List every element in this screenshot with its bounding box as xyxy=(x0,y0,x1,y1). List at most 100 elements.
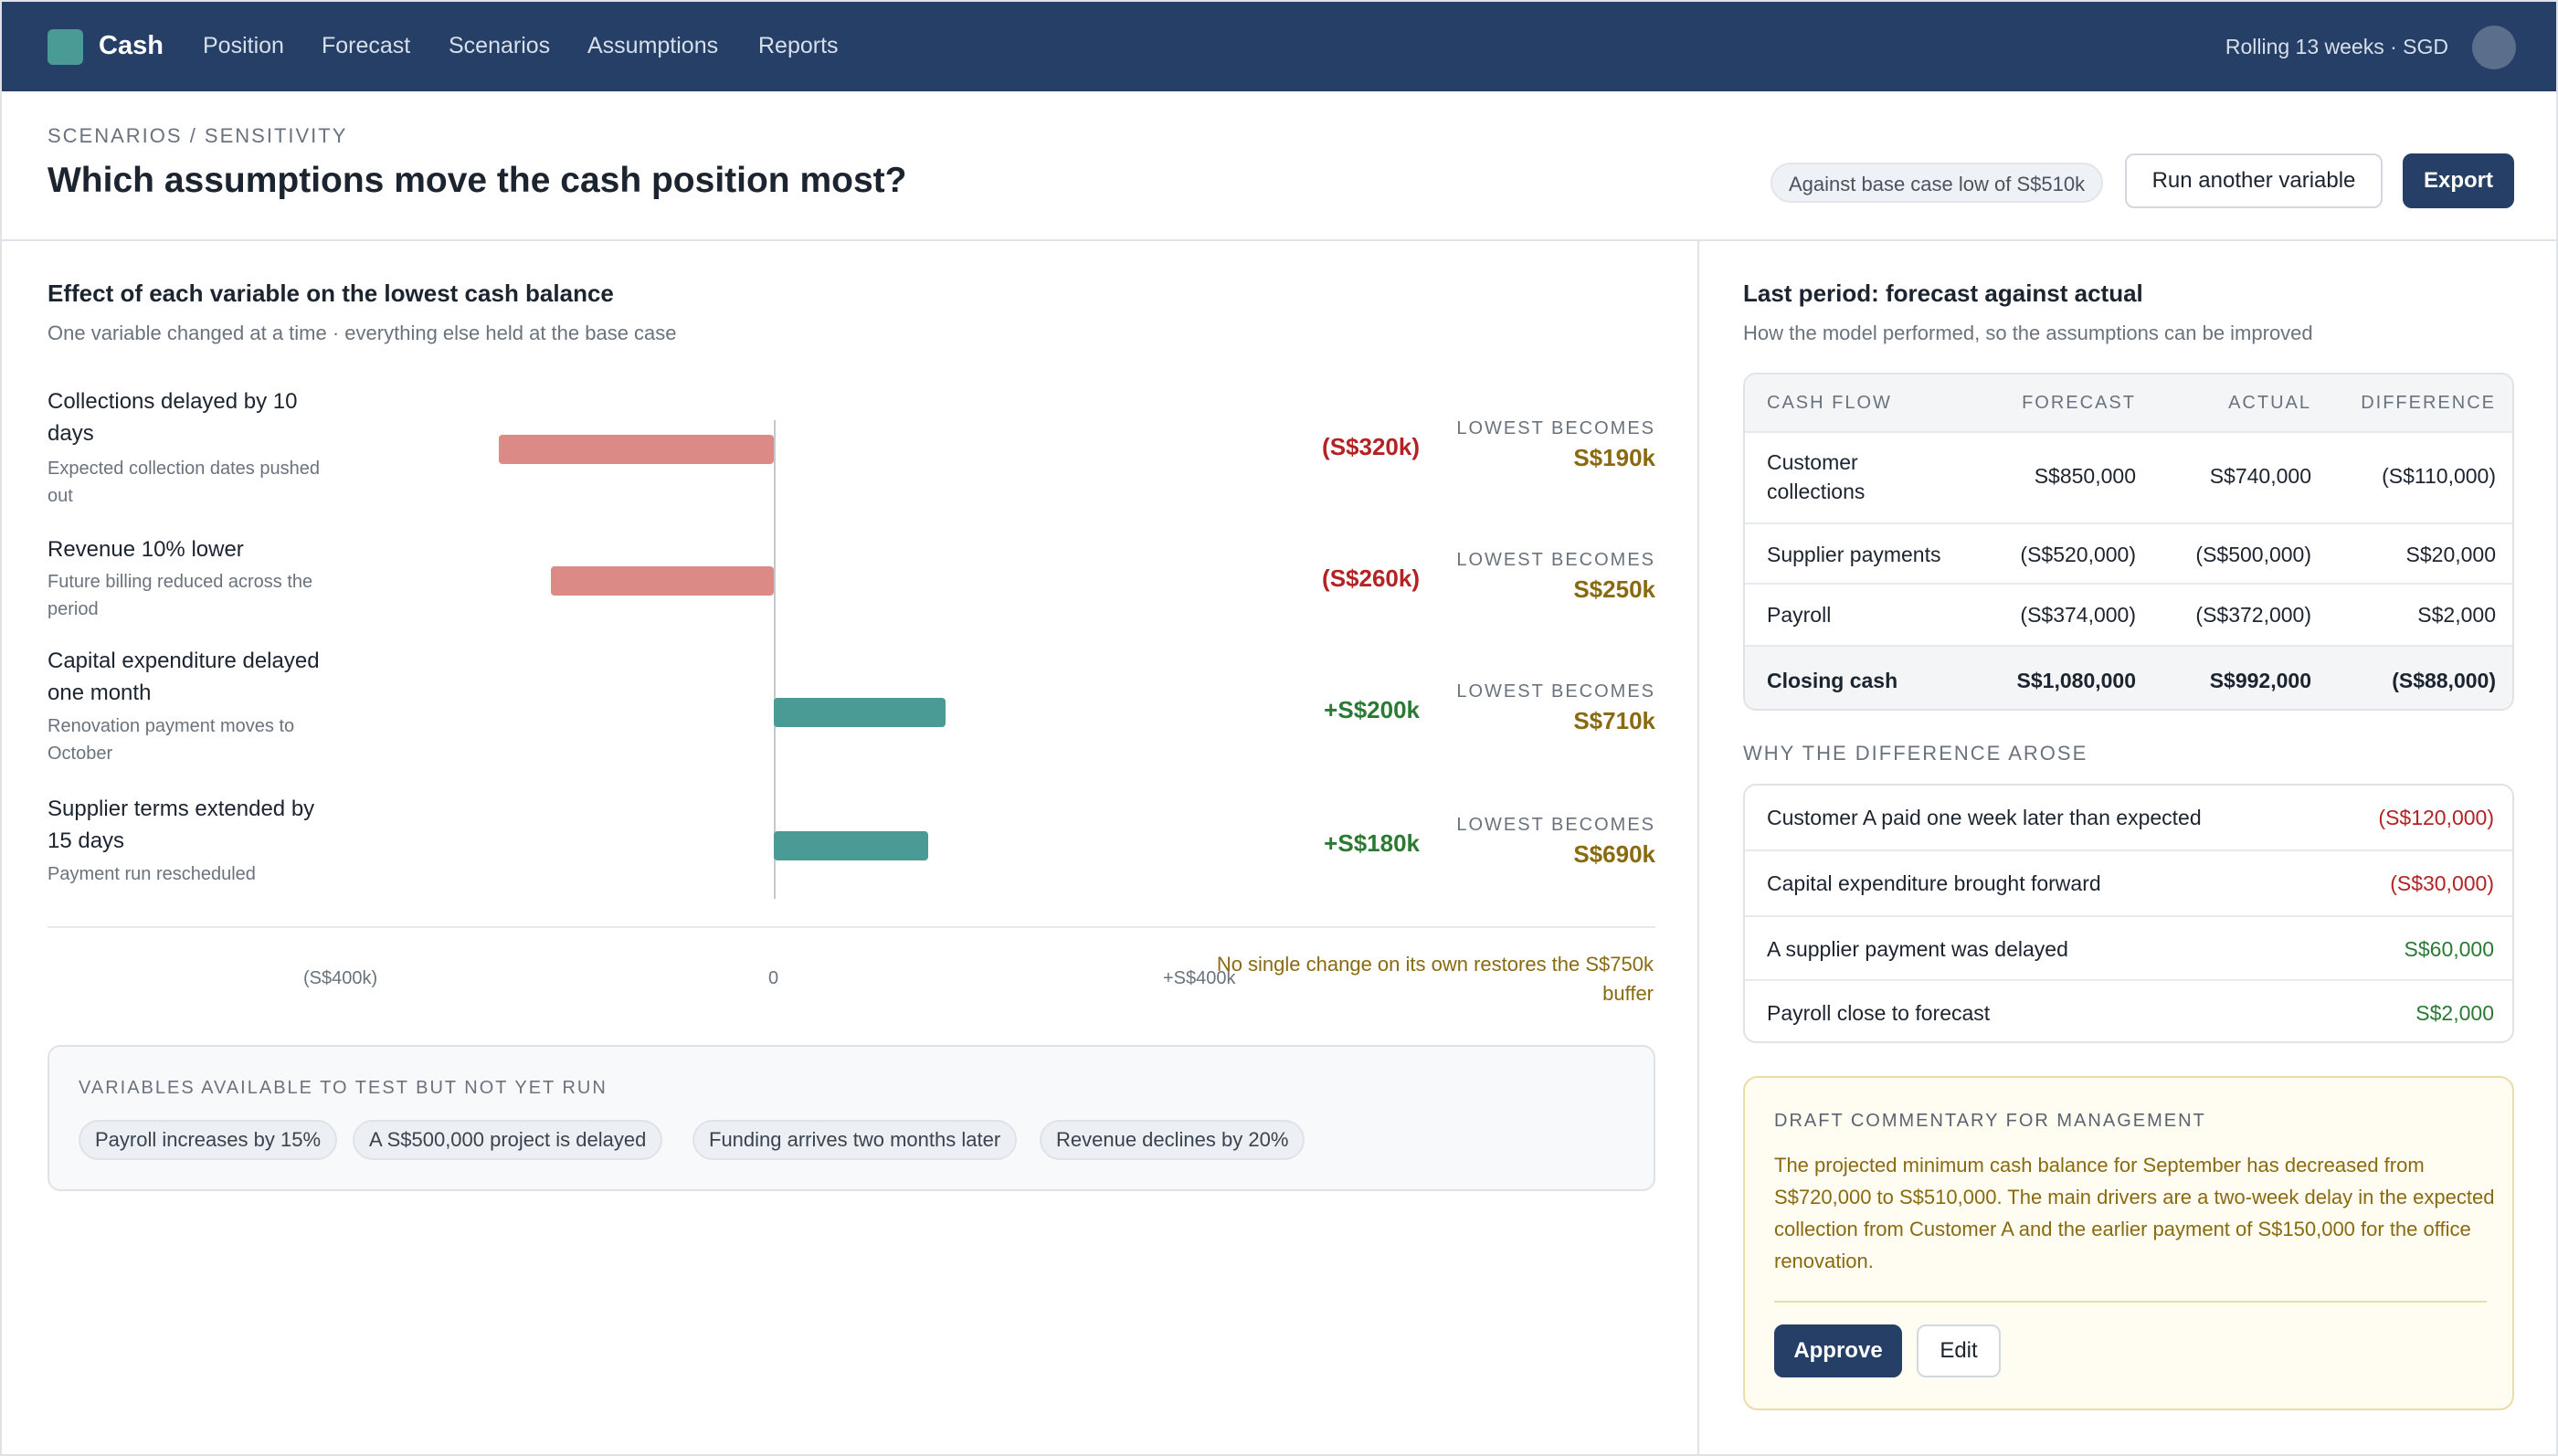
variable-description: Payment run rescheduled xyxy=(48,864,256,884)
zero-line xyxy=(774,420,776,899)
page-header: SCENARIOS / SENSITIVITY Which assumption… xyxy=(2,91,2556,241)
reason-label: Customer A paid one week later than expe… xyxy=(1767,806,2202,829)
nav-item-reports[interactable]: Reports xyxy=(758,33,839,58)
axis-line xyxy=(48,926,1655,928)
variable-description: Future billing reduced across the period xyxy=(48,572,313,619)
divider xyxy=(1774,1301,2487,1303)
nav-item-forecast[interactable]: Forecast xyxy=(322,33,411,58)
variable-row[interactable]: Supplier terms extended by 15 days Payme… xyxy=(48,793,1655,912)
buffer-note: No single change on its own restores the… xyxy=(1216,953,1654,1005)
sensitivity-bar xyxy=(774,698,946,727)
variable-row[interactable]: Revenue 10% lower Future billing reduced… xyxy=(48,533,1655,652)
table-row-closing-cash[interactable]: Closing cash S$1,080,000 S$992,000 (S$88… xyxy=(1745,645,2512,709)
commentary-text: The projected minimum cash balance for S… xyxy=(1774,1154,2495,1272)
page-title: Which assumptions move the cash position… xyxy=(48,161,907,200)
untested-variable-chip[interactable]: Revenue declines by 20% xyxy=(1040,1120,1305,1160)
actual-cell: S$992,000 xyxy=(2209,669,2311,692)
sensitivity-panel: Effect of each variable on the lowest ca… xyxy=(2,241,1699,1454)
cash-flow-cell: Payroll xyxy=(1767,603,1832,627)
reason-label: Capital expenditure brought forward xyxy=(1767,871,2101,895)
reason-amount: (S$30,000) xyxy=(2390,871,2494,895)
variable-row[interactable]: Collections delayed by 10 days Expected … xyxy=(48,385,1655,513)
sensitivity-bar xyxy=(550,566,774,596)
top-navigation: Cash Position Forecast Scenarios Assumpt… xyxy=(2,2,2556,91)
reason-amount: S$2,000 xyxy=(2415,1001,2494,1025)
table-row[interactable]: Payroll (S$374,000) (S$372,000) S$2,000 xyxy=(1745,583,2512,645)
variable-description: Renovation payment moves to October xyxy=(48,716,295,764)
why-list: Customer A paid one week later than expe… xyxy=(1743,784,2514,1043)
base-case-badge: Against base case low of S$510k xyxy=(1771,163,2104,203)
lowest-becomes-value: S$690k xyxy=(1573,840,1655,868)
forecast-cell: S$850,000 xyxy=(2034,464,2136,488)
forecast-vs-actual-table: CASH FLOW FORECAST ACTUAL DIFFERENCE Cus… xyxy=(1743,373,2514,711)
variable-name: Capital expenditure delayed one month xyxy=(48,649,320,705)
why-heading: WHY THE DIFFERENCE AROSE xyxy=(1743,742,2088,765)
lowest-becomes-label: LOWEST BECOMES xyxy=(1456,681,1655,702)
app-brand[interactable]: Cash xyxy=(99,31,164,60)
reason-label: Payroll close to forecast xyxy=(1767,1001,1991,1025)
lowest-becomes-label: LOWEST BECOMES xyxy=(1456,418,1655,438)
cash-flow-cell: Supplier payments xyxy=(1767,543,1941,566)
forecast-cell: (S$374,000) xyxy=(2020,603,2136,627)
sensitivity-bar xyxy=(774,831,929,860)
variable-row[interactable]: Capital expenditure delayed one month Re… xyxy=(48,645,1655,782)
reason-label: A supplier payment was delayed xyxy=(1767,937,2068,961)
edit-button[interactable]: Edit xyxy=(1917,1324,2001,1377)
untested-variable-chip[interactable]: A S$500,000 project is delayed xyxy=(353,1120,663,1160)
untested-variable-chip[interactable]: Funding arrives two months later xyxy=(692,1120,1018,1160)
variable-description: Expected collection dates pushed out xyxy=(48,459,320,506)
run-another-variable-button[interactable]: Run another variable xyxy=(2125,153,2383,208)
axis-tick-label: 0 xyxy=(768,968,779,988)
breadcrumb: SCENARIOS / SENSITIVITY xyxy=(48,124,348,147)
variable-name: Revenue 10% lower xyxy=(48,537,244,562)
draft-commentary-card: DRAFT COMMENTARY FOR MANAGEMENT The proj… xyxy=(1743,1076,2514,1410)
untested-variable-chip[interactable]: Payroll increases by 15% xyxy=(79,1120,338,1160)
difference-cell: S$2,000 xyxy=(2417,603,2496,627)
cash-flow-cell: Closing cash xyxy=(1767,669,1898,692)
nav-item-assumptions[interactable]: Assumptions xyxy=(587,33,719,58)
table-header-row: CASH FLOW FORECAST ACTUAL DIFFERENCE xyxy=(1745,375,2512,431)
last-period-subtitle: How the model performed, so the assumpti… xyxy=(1743,322,2313,344)
effect-value: +S$180k xyxy=(1324,829,1420,857)
export-button[interactable]: Export xyxy=(2403,153,2514,208)
sensitivity-title: Effect of each variable on the lowest ca… xyxy=(48,280,614,307)
column-header: CASH FLOW xyxy=(1767,393,1892,413)
forecast-cell: (S$520,000) xyxy=(2020,543,2136,566)
list-item[interactable]: Capital expenditure brought forward (S$3… xyxy=(1745,849,2512,913)
column-header: DIFFERENCE xyxy=(2361,393,2496,413)
reason-amount: (S$120,000) xyxy=(2378,806,2494,829)
sensitivity-subtitle: One variable changed at a time · everyth… xyxy=(48,322,677,344)
lowest-becomes-value: S$190k xyxy=(1573,444,1655,471)
list-item[interactable]: Customer A paid one week later than expe… xyxy=(1745,786,2512,849)
effect-value: +S$200k xyxy=(1324,696,1420,723)
lowest-becomes-label: LOWEST BECOMES xyxy=(1456,815,1655,835)
last-period-title: Last period: forecast against actual xyxy=(1743,280,2143,307)
last-period-panel: Last period: forecast against actual How… xyxy=(1701,241,2556,1454)
approve-button[interactable]: Approve xyxy=(1774,1324,1902,1377)
variable-name: Collections delayed by 10 days xyxy=(48,389,298,446)
commentary-heading: DRAFT COMMENTARY FOR MANAGEMENT xyxy=(1774,1111,2206,1131)
actual-cell: (S$372,000) xyxy=(2195,603,2311,627)
untested-heading: VARIABLES AVAILABLE TO TEST BUT NOT YET … xyxy=(79,1078,608,1098)
reason-amount: S$60,000 xyxy=(2404,937,2494,961)
cash-flow-cell: Customer collections xyxy=(1767,450,1866,503)
nav-item-position[interactable]: Position xyxy=(203,33,284,58)
actual-cell: S$740,000 xyxy=(2209,464,2311,488)
variable-name: Supplier terms extended by 15 days xyxy=(48,797,315,853)
axis-tick-label: (S$400k) xyxy=(303,968,378,988)
user-avatar[interactable] xyxy=(2472,26,2516,69)
lowest-becomes-value: S$710k xyxy=(1573,707,1655,734)
actual-cell: (S$500,000) xyxy=(2195,543,2311,566)
app-logo-icon xyxy=(48,29,83,65)
list-item[interactable]: Payroll close to forecast S$2,000 xyxy=(1745,979,2512,1041)
horizon-currency-label: Rolling 13 weeks · SGD xyxy=(2225,35,2448,58)
difference-cell: S$20,000 xyxy=(2405,543,2496,566)
lowest-becomes-label: LOWEST BECOMES xyxy=(1456,550,1655,570)
lowest-becomes-value: S$250k xyxy=(1573,575,1655,603)
table-row[interactable]: Customer collections S$850,000 S$740,000… xyxy=(1745,431,2512,522)
table-row[interactable]: Supplier payments (S$520,000) (S$500,000… xyxy=(1745,522,2512,583)
axis-tick-label: +S$400k xyxy=(1163,968,1236,988)
nav-item-scenarios[interactable]: Scenarios xyxy=(449,33,551,58)
list-item[interactable]: A supplier payment was delayed S$60,000 xyxy=(1745,915,2512,979)
